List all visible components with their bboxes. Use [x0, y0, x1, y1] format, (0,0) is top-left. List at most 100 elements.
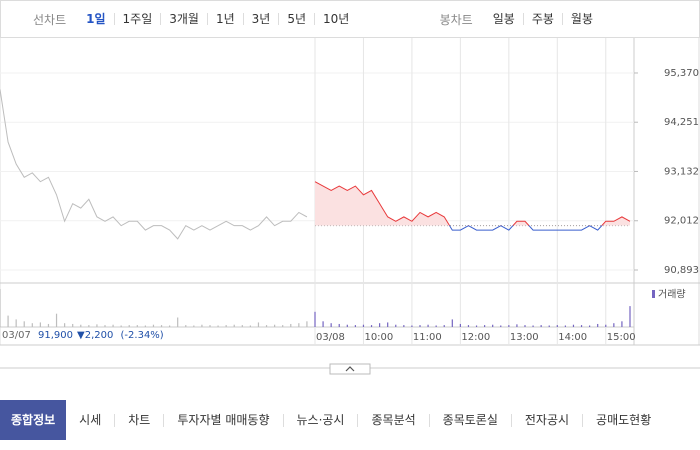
chart: 95,370 94,251 93,132 92,012 90,893 03/08 10:00…	[0, 38, 700, 375]
volume-bar	[152, 324, 155, 327]
x-tick-label: 13:00	[510, 332, 539, 343]
x-tick-label: 10:00	[364, 332, 393, 343]
tab[interactable]: 뉴스·공시	[282, 413, 358, 427]
period-toolbar: 선차트 1일 1주일 3개월 1년 3년 5년 10년 봉차트 일봉 주봉 월봉	[0, 0, 700, 38]
volume-bar	[330, 323, 332, 327]
volume-bar	[362, 324, 365, 327]
collapse-button[interactable]	[329, 363, 371, 375]
volume-bar	[427, 324, 429, 327]
volume-bar	[47, 323, 50, 327]
volume-bar	[64, 323, 66, 327]
volume-bar	[265, 325, 268, 327]
volume-bar	[144, 325, 146, 327]
volume-bar	[451, 319, 453, 327]
period-option[interactable]: 일봉	[492, 12, 515, 26]
volume-bar	[282, 325, 284, 327]
tab[interactable]: 공매도현황	[582, 413, 664, 427]
volume-bar	[169, 325, 171, 327]
collapse-icon	[345, 366, 355, 372]
volume-bar	[589, 325, 591, 327]
volume-bar	[500, 325, 502, 327]
x-tick-label: 14:00	[558, 332, 587, 343]
volume-bar	[249, 325, 251, 327]
volume-bar	[508, 325, 510, 327]
volume-bar	[136, 325, 138, 327]
volume-bar	[403, 325, 405, 327]
volume-bar	[274, 324, 276, 327]
period-option[interactable]: 5년	[278, 13, 314, 25]
volume-bar	[370, 325, 373, 327]
volume-bar	[72, 323, 74, 327]
volume-bar	[395, 324, 397, 327]
tab[interactable]: 종목분석	[357, 413, 428, 427]
volume-bar	[564, 325, 566, 327]
volume-bar	[217, 325, 219, 327]
volume-bar	[0, 289, 1, 327]
x-tick-label: 12:00	[461, 332, 490, 343]
line-chart-group: 선차트 1일 1주일 3개월 1년 3년 5년 10년	[33, 11, 357, 28]
period-option[interactable]: 3년	[242, 13, 279, 25]
area	[315, 181, 630, 226]
x-tick-label: 03/08	[316, 332, 345, 343]
tab[interactable]: 종목토론실	[428, 413, 511, 427]
volume-bar	[629, 306, 631, 327]
volume-bar	[338, 323, 340, 327]
tab[interactable]: 투자자별 매매동향	[163, 413, 282, 427]
period-option[interactable]: 1주일	[113, 13, 161, 25]
volume-bar	[411, 325, 413, 327]
volume-bar	[532, 325, 534, 327]
volume-bar	[540, 325, 542, 327]
volume-bar	[387, 322, 389, 327]
period-option[interactable]: 3개월	[160, 13, 207, 25]
volume-bar	[120, 325, 122, 327]
y-tick-label: 93,132	[664, 166, 699, 177]
tab[interactable]: 전자공시	[510, 413, 582, 427]
volume-bar	[524, 325, 526, 327]
volume-bar	[298, 323, 300, 327]
volume-bar	[435, 325, 437, 327]
price-line	[0, 89, 308, 240]
tab[interactable]: 시세	[79, 412, 102, 427]
volume-bar	[257, 322, 260, 327]
volume-bar	[314, 311, 316, 327]
tab[interactable]: 종합정보	[0, 400, 67, 440]
volume-bar	[467, 325, 470, 327]
volume-bar	[80, 324, 82, 327]
tab-bar: 종합정보 시세 차트 투자자별 매매동향 뉴스·공시 종목분석 종목토론실 전자공시 공매도현황	[0, 400, 700, 440]
period-option[interactable]: 1일	[86, 12, 106, 26]
volume-bar	[241, 325, 243, 327]
y-tick-label: 90,893	[664, 265, 699, 276]
volume-bar	[613, 323, 615, 327]
volume-bar	[104, 325, 106, 327]
volume-bar	[443, 325, 445, 327]
summary-change: ▼2,200	[77, 330, 114, 341]
volume-bar	[23, 321, 25, 327]
summary-change-pct: (-2.34%)	[120, 330, 164, 341]
tab[interactable]: 차트	[114, 413, 163, 427]
volume-bar	[177, 317, 179, 327]
volume-bar	[548, 325, 550, 327]
volume-bar	[346, 324, 348, 327]
volume-bar	[306, 321, 308, 327]
legend-label: 거래량	[658, 289, 686, 301]
volume-bar	[225, 325, 227, 327]
period-option[interactable]: 1년	[206, 13, 243, 25]
volume-bar	[290, 323, 292, 327]
summary-close: 91,900	[38, 330, 74, 341]
summary-date: 03/07	[2, 330, 31, 341]
volume-bar	[597, 323, 599, 327]
volume-bar	[580, 325, 583, 327]
period-option[interactable]: 월봉	[561, 13, 601, 25]
volume-bar	[459, 323, 461, 327]
volume-bar	[621, 321, 623, 327]
volume-bar	[96, 324, 98, 327]
price-line	[314, 181, 631, 231]
volume-bar	[88, 325, 90, 327]
period-option[interactable]: 주봉	[522, 13, 562, 25]
volume-bar	[185, 325, 187, 327]
volume-bar	[112, 324, 114, 327]
period-option[interactable]: 10년	[314, 13, 357, 25]
volume-bar	[556, 325, 558, 327]
line-chart-label: 선차트	[33, 12, 67, 27]
